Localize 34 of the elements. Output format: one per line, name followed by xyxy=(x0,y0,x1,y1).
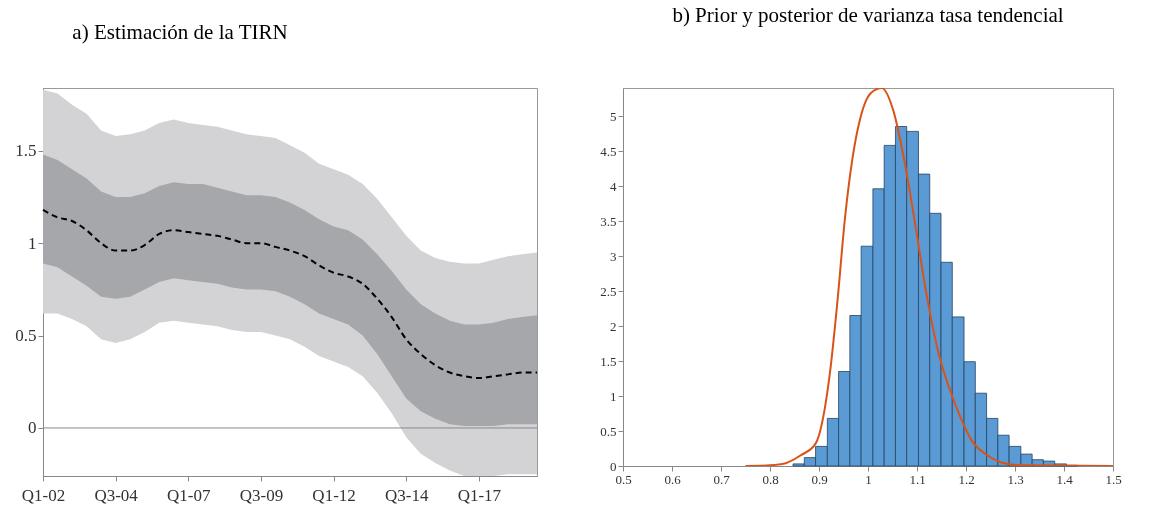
y-tick-label: 2.5 xyxy=(600,283,617,299)
x-tick-label: 0.6 xyxy=(664,471,682,487)
x-tick-label: 1 xyxy=(865,471,872,487)
x-tick-label: 1.3 xyxy=(1007,471,1024,487)
y-tick-label: 4.5 xyxy=(600,143,617,159)
y-tick-label: 1 xyxy=(610,388,617,404)
y-tick-label: 1.5 xyxy=(15,141,37,161)
x-tick-label: Q1-07 xyxy=(167,485,212,505)
x-tick-label: 0.7 xyxy=(713,471,731,487)
y-tick-label: 0 xyxy=(610,458,617,474)
x-tick-label: 0.9 xyxy=(811,471,828,487)
x-tick-label: Q1-12 xyxy=(312,485,356,505)
y-tick-label: 3 xyxy=(610,248,617,264)
y-tick-label: 4 xyxy=(610,178,617,194)
y-tick-label: 3.5 xyxy=(600,213,617,229)
chart-title: a) Estimación de la TIRN xyxy=(72,20,288,44)
x-tick-label: 1.4 xyxy=(1056,471,1074,487)
y-tick-label: 0.5 xyxy=(600,423,617,439)
y-tick-label: 2 xyxy=(610,318,617,334)
chart-title: b) Prior y posterior de varianza tasa tendencial xyxy=(672,3,1064,27)
x-tick-label: 1.5 xyxy=(1105,471,1122,487)
x-tick-label: 0.8 xyxy=(762,471,779,487)
x-tick-label: Q3-04 xyxy=(94,485,139,505)
x-tick-label: Q3-09 xyxy=(239,485,284,505)
x-tick-label: 1.1 xyxy=(909,471,926,487)
y-tick-label: 0 xyxy=(28,418,37,438)
y-tick-label: 0.5 xyxy=(15,326,37,346)
x-tick-label: Q1-17 xyxy=(457,485,502,505)
x-tick-label: 1.2 xyxy=(958,471,975,487)
y-tick-label: 1.5 xyxy=(600,353,617,369)
x-tick-label: Q1-02 xyxy=(21,485,66,505)
y-tick-label: 1 xyxy=(28,233,37,253)
y-tick-label: 5 xyxy=(610,108,617,124)
x-tick-label: Q3-14 xyxy=(385,485,429,505)
